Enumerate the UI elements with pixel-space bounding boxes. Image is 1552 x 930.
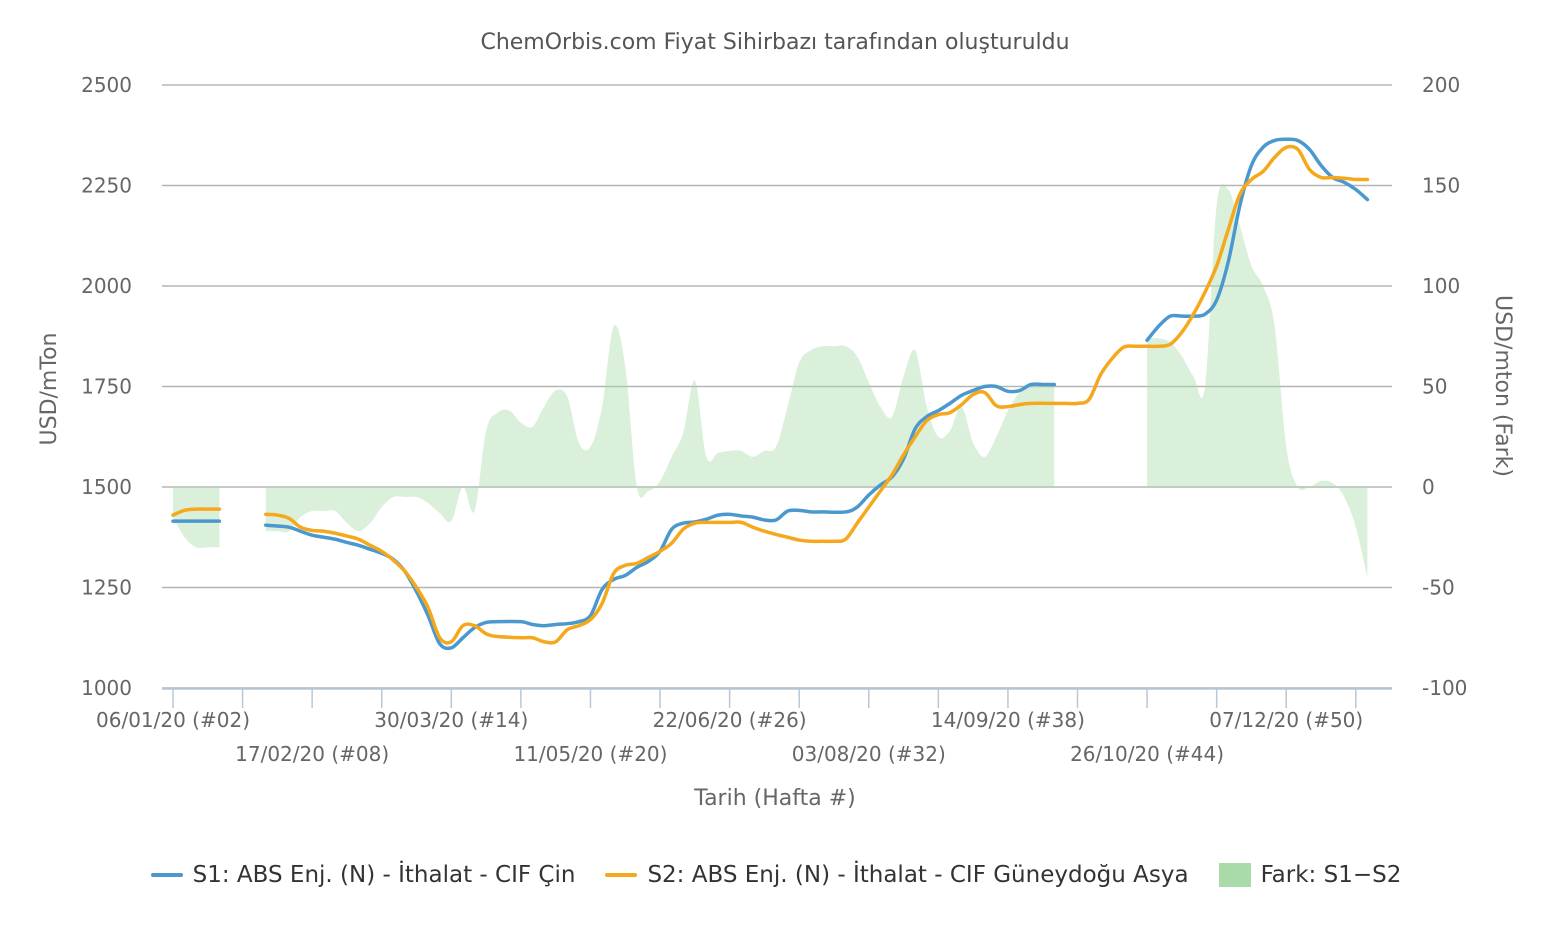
y-tick-label-left: 1250 bbox=[81, 576, 132, 600]
x-tick-label: 26/10/20 (#44) bbox=[1070, 742, 1224, 766]
legend-item-s1[interactable]: S1: ABS Enj. (N) - İthalat - CIF Çin bbox=[150, 862, 576, 888]
series-lines bbox=[171, 137, 1370, 651]
x-tick-label: 06/01/20 (#02) bbox=[96, 708, 250, 732]
x-axis bbox=[162, 688, 1392, 708]
x-axis-title: Tarih (Hafta #) bbox=[693, 786, 855, 811]
difference-area-segment bbox=[265, 324, 1055, 533]
chart-title: ChemOrbis.com Fiyat Sihirbazı tarafından… bbox=[480, 30, 1069, 55]
y-tick-label-right: -50 bbox=[1422, 576, 1455, 600]
legend-label-s2: S2: ABS Enj. (N) - İthalat - CIF Güneydo… bbox=[647, 862, 1189, 888]
legend-item-s2[interactable]: S2: ABS Enj. (N) - İthalat - CIF Güneydo… bbox=[605, 862, 1189, 888]
y-axis-title-left: USD/mTon bbox=[37, 333, 62, 446]
y-tick-label-left: 1000 bbox=[81, 676, 132, 700]
x-tick-label: 11/05/20 (#20) bbox=[513, 742, 667, 766]
legend-label-diff: Fark: S1−S2 bbox=[1260, 862, 1402, 888]
legend-swatch-diff bbox=[1218, 863, 1251, 887]
difference-area bbox=[173, 183, 1368, 578]
y-tick-label-right: -100 bbox=[1422, 676, 1467, 700]
gridlines bbox=[162, 84, 1392, 689]
x-tick-label: 22/06/20 (#26) bbox=[653, 708, 807, 732]
difference-area-segment bbox=[1147, 183, 1368, 578]
series-line-s2 bbox=[264, 144, 1370, 645]
x-tick-label: 30/03/20 (#14) bbox=[374, 708, 528, 732]
series-line-s1 bbox=[264, 382, 1057, 651]
y-tick-label-right: 100 bbox=[1422, 274, 1460, 298]
difference-area-segment bbox=[173, 487, 220, 549]
legend-label-s1: S1: ABS Enj. (N) - İthalat - CIF Çin bbox=[192, 862, 576, 888]
y-tick-label-right: 0 bbox=[1422, 475, 1435, 499]
x-tick-label: 07/12/20 (#50) bbox=[1209, 708, 1363, 732]
legend-item-diff[interactable]: Fark: S1−S2 bbox=[1218, 862, 1402, 888]
legend: S1: ABS Enj. (N) - İthalat - CIF Çin S2:… bbox=[0, 862, 1552, 888]
chart: ChemOrbis.com Fiyat Sihirbazı tarafından… bbox=[37, 30, 1515, 811]
y-tick-label-right: 200 bbox=[1422, 73, 1460, 97]
y-tick-label-right: 50 bbox=[1422, 375, 1447, 399]
series-line-s2 bbox=[171, 507, 222, 517]
y-tick-label-left: 2500 bbox=[81, 73, 132, 97]
y-tick-label-left: 2000 bbox=[81, 274, 132, 298]
y-tick-label-left: 2250 bbox=[81, 174, 132, 198]
x-tick-label: 17/02/20 (#08) bbox=[235, 742, 389, 766]
y-axis-title-right: USD/mton (Fark) bbox=[1490, 295, 1515, 477]
legend-swatch-s2 bbox=[605, 873, 638, 877]
x-tick-label: 14/09/20 (#38) bbox=[931, 708, 1085, 732]
y-axis-right: -100 -50 0 50 100 150 200 bbox=[1422, 73, 1467, 700]
y-tick-label-left: 1750 bbox=[81, 375, 132, 399]
legend-swatch-s1 bbox=[150, 873, 183, 877]
y-tick-label-left: 1500 bbox=[81, 475, 132, 499]
x-tick-labels: 06/01/20 (#02) 17/02/20 (#08) 30/03/20 (#1… bbox=[96, 708, 1363, 766]
y-axis-left: 1000 1250 1500 1750 2000 2250 2500 bbox=[81, 73, 132, 700]
x-tick-label: 03/08/20 (#32) bbox=[792, 742, 946, 766]
y-tick-label-right: 150 bbox=[1422, 174, 1460, 198]
